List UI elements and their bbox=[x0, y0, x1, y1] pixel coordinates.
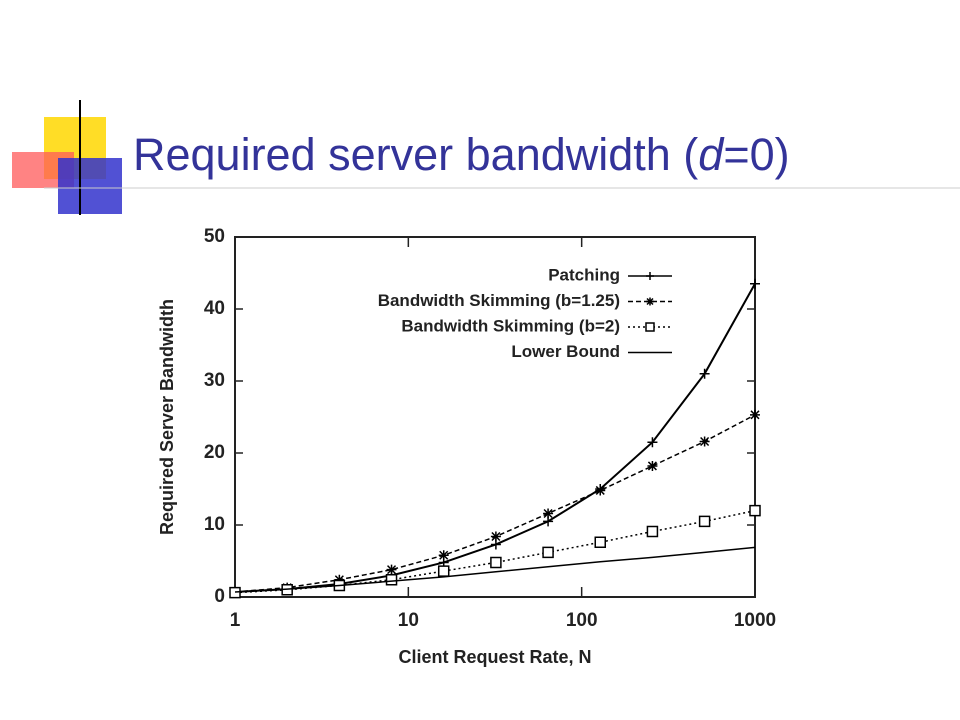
marker bbox=[542, 546, 554, 559]
y-tick-label: 20 bbox=[204, 442, 225, 463]
y-tick-label: 30 bbox=[204, 370, 225, 391]
legend-marker bbox=[645, 322, 655, 332]
marker bbox=[490, 531, 501, 542]
marker bbox=[386, 564, 397, 575]
y-tick-label: 50 bbox=[204, 226, 225, 247]
marker bbox=[750, 409, 760, 420]
legend-marker bbox=[646, 297, 654, 306]
marker bbox=[543, 508, 554, 519]
marker bbox=[749, 504, 761, 517]
x-tick-label: 1 bbox=[230, 610, 241, 631]
marker bbox=[699, 436, 710, 447]
x-tick-label: 10 bbox=[398, 610, 419, 631]
marker bbox=[698, 515, 711, 528]
title-part: =0) bbox=[723, 129, 789, 180]
marker bbox=[699, 368, 710, 379]
x-tick-label: 100 bbox=[566, 610, 598, 631]
marker bbox=[647, 460, 658, 471]
legend-marker bbox=[646, 272, 654, 280]
title-italic: d bbox=[698, 129, 725, 180]
marker bbox=[438, 550, 449, 561]
y-axis-label: Required Server Bandwidth bbox=[157, 299, 177, 535]
marker bbox=[750, 278, 760, 289]
y-tick-label: 0 bbox=[214, 586, 225, 607]
series-line bbox=[234, 509, 756, 594]
y-tick-label: 10 bbox=[204, 514, 225, 535]
slide-title: Required server bandwidth (d=0) bbox=[133, 129, 790, 180]
legend-label: Bandwidth Skimming (b=2) bbox=[401, 316, 620, 335]
marker bbox=[334, 574, 345, 585]
marker bbox=[385, 573, 398, 586]
x-tick-label: 1000 bbox=[734, 610, 776, 631]
y-tick-label: 40 bbox=[204, 298, 225, 319]
legend-label: Bandwidth Skimming (b=1.25) bbox=[378, 291, 620, 310]
title-part: Required server bandwidth ( bbox=[133, 129, 698, 180]
legend-label: Patching bbox=[548, 265, 620, 284]
marker bbox=[595, 485, 606, 496]
marker bbox=[594, 536, 606, 549]
deco-blue bbox=[58, 158, 122, 214]
x-axis-label: Client Request Rate, N bbox=[398, 647, 591, 667]
series-line bbox=[234, 546, 756, 593]
marker bbox=[437, 565, 450, 577]
marker bbox=[646, 525, 659, 538]
legend-label: Lower Bound bbox=[511, 342, 620, 361]
marker bbox=[229, 586, 241, 599]
marker bbox=[647, 437, 658, 448]
marker bbox=[490, 556, 502, 569]
